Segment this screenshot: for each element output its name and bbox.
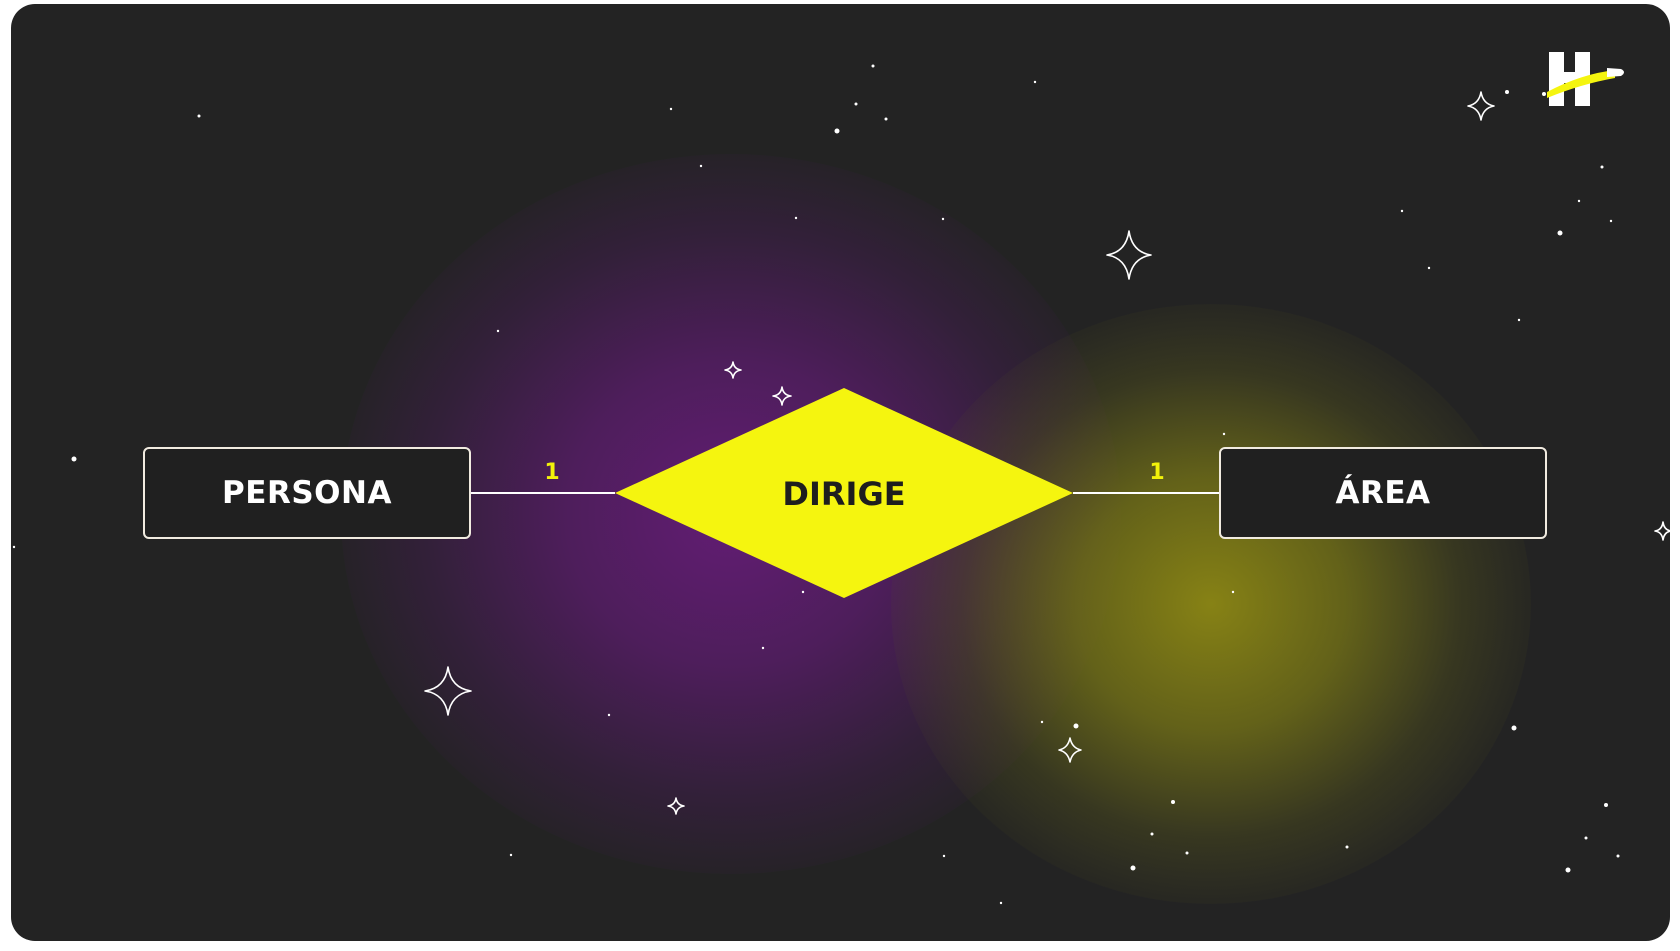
star-dot [801, 590, 805, 594]
star-dot [1345, 845, 1349, 849]
star-dot [1577, 199, 1581, 203]
sparkle-star-icon [424, 666, 472, 716]
sparkle-star-icon [724, 361, 742, 379]
logo-dot [1542, 92, 1546, 96]
logo-swoosh [1547, 70, 1615, 98]
star-dot [699, 164, 703, 168]
star-dot [834, 128, 840, 134]
star-dot [1040, 720, 1044, 724]
star-dot [12, 545, 16, 549]
entity-area-label: ÁREA [1335, 475, 1431, 511]
diagram-graphics [12, 64, 1670, 905]
star-dot [854, 102, 858, 106]
sparkle-star-icon [1467, 91, 1495, 121]
brand-h-rocket-logo [1542, 52, 1624, 106]
star-dot [1073, 723, 1079, 729]
sparkle-stars [424, 91, 1670, 815]
star-dot [1427, 266, 1431, 270]
star-dot [761, 646, 765, 650]
star-dot [1517, 318, 1521, 322]
entity-persona-label: PERSONA [222, 475, 392, 511]
sparkle-star-icon [1058, 737, 1082, 763]
star-dot [999, 901, 1003, 905]
star-dot [1033, 80, 1037, 84]
background-stars [12, 64, 1620, 905]
star-dot [871, 64, 875, 68]
star-dot [1616, 854, 1620, 858]
star-dot [1171, 800, 1175, 804]
sparkle-star-icon [1106, 230, 1152, 280]
star-dot [1150, 832, 1154, 836]
star-dot [1584, 836, 1588, 840]
star-dot [941, 217, 945, 221]
star-dot [794, 216, 798, 220]
diagram-canvas: PERSONA ÁREA DIRIGE 1 1 [11, 4, 1670, 941]
star-dot [1222, 432, 1226, 436]
cardinality-right: 1 [1149, 459, 1165, 485]
star-dot [1400, 209, 1404, 213]
sparkle-star-icon [772, 386, 792, 406]
star-dot [884, 117, 888, 121]
star-dot [607, 713, 611, 717]
cardinality-left: 1 [544, 459, 560, 485]
logo-bar-middle [1561, 72, 1579, 83]
star-dot [71, 456, 77, 462]
star-dot [1185, 851, 1189, 855]
star-dot [496, 329, 500, 333]
star-dot [1231, 590, 1235, 594]
star-dot [1609, 219, 1613, 223]
sparkle-star-icon [667, 797, 685, 815]
star-dot [1505, 90, 1509, 94]
star-dot [1604, 803, 1608, 807]
star-dot [1565, 867, 1571, 873]
rocket-icon [1607, 68, 1624, 77]
relationship-label: DIRIGE [782, 475, 906, 513]
sparkle-star-icon [1654, 521, 1670, 541]
entity-persona: PERSONA [143, 447, 471, 539]
star-dot [1600, 165, 1604, 169]
star-dot [669, 107, 673, 111]
star-dot [197, 114, 201, 118]
star-dot [509, 853, 513, 857]
star-dot [942, 854, 946, 858]
entity-area: ÁREA [1219, 447, 1547, 539]
star-dot [1511, 725, 1517, 731]
star-dot [1130, 865, 1136, 871]
star-dot [1557, 230, 1563, 236]
relationship-diamond [615, 388, 1073, 598]
